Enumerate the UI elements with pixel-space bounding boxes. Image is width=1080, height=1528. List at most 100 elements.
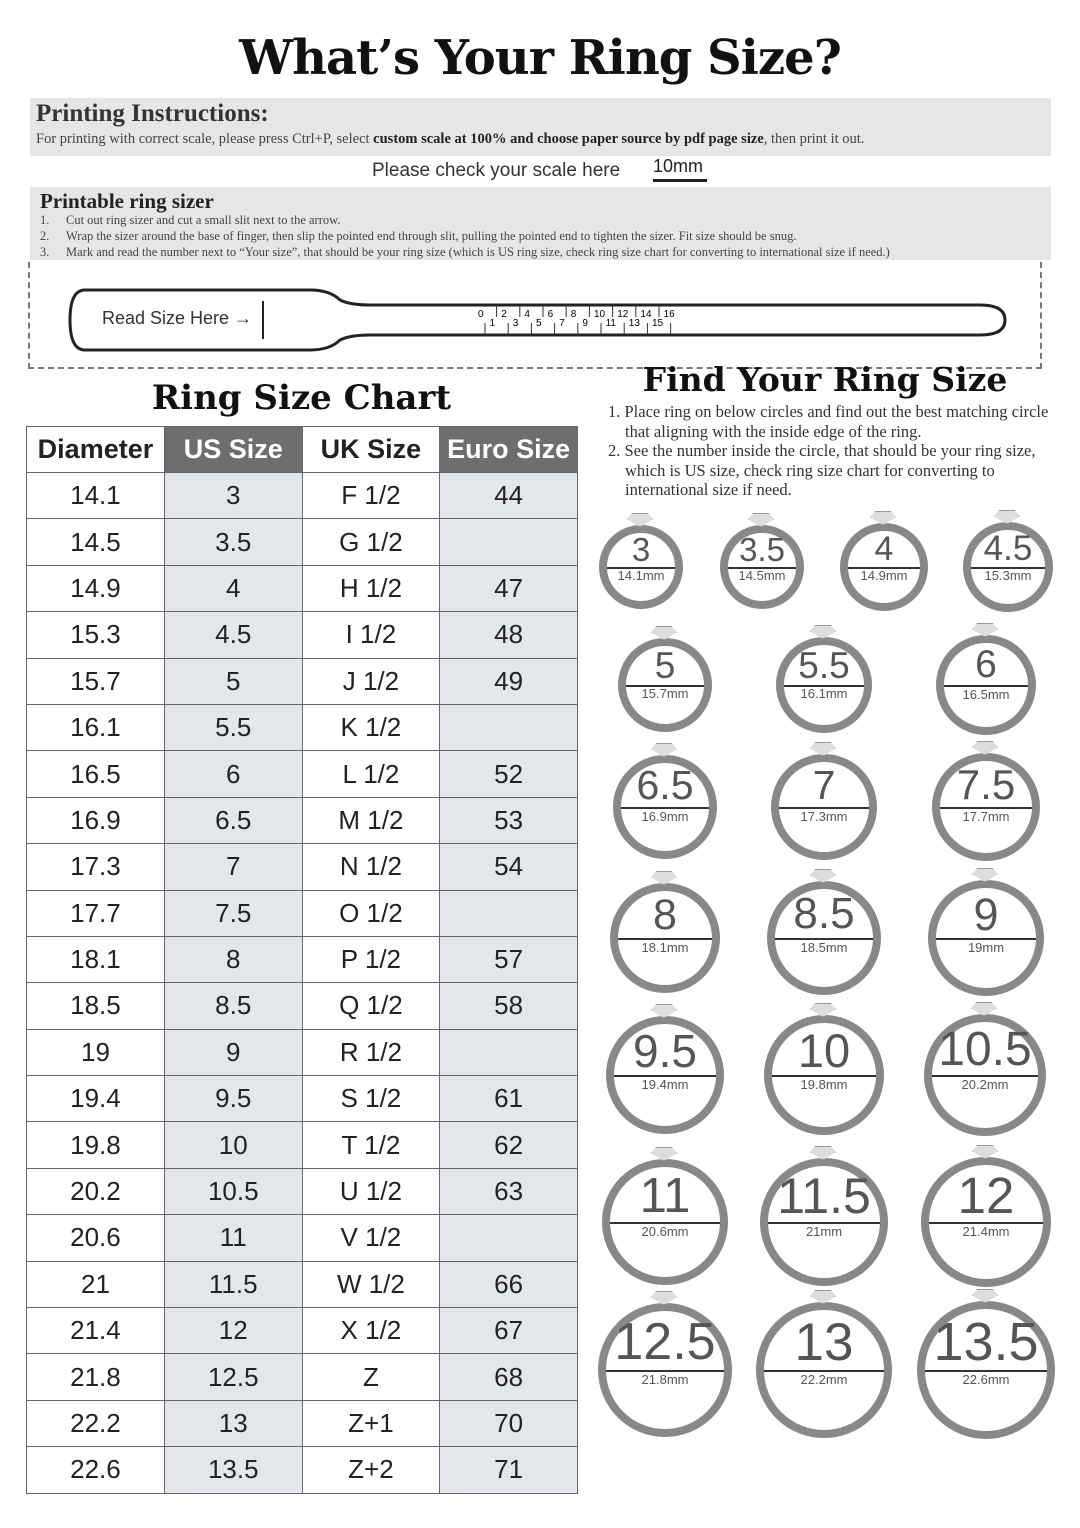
header-diameter: Diameter — [26, 426, 165, 473]
ring-size-number: 12 — [957, 1167, 1015, 1224]
ring-size-number: 13 — [794, 1312, 854, 1372]
ring-circle: 3 14.1mm — [599, 513, 683, 609]
us-size-cell: 3.5 — [163, 518, 303, 566]
header-uk-size: UK Size — [301, 426, 441, 473]
ring-circle: 6 16.5mm — [936, 623, 1036, 735]
uk-size-cell: J 1/2 — [301, 657, 441, 705]
diameter-cell: 17.3 — [26, 843, 165, 891]
ring-diameter-label: 15.7mm — [641, 686, 689, 702]
euro-size-cell — [439, 889, 578, 937]
euro-size-cell: 58 — [439, 982, 578, 1030]
page-title: What’s Your Ring Size? — [239, 30, 842, 86]
ring-circle: 10 19.8mm — [764, 1003, 884, 1135]
table-row: 17.3 7 N 1/2 54 — [26, 843, 578, 891]
us-size-cell: 6 — [163, 750, 303, 798]
ring-diameter-label: 14.5mm — [738, 568, 786, 584]
us-size-cell: 7 — [163, 843, 303, 891]
find-step: 2. See the number inside the circle, tha… — [608, 441, 1036, 499]
sizer-heading: Printable ring sizer — [40, 189, 214, 213]
ring-diameter-label: 22.2mm — [800, 1372, 848, 1388]
tick-label: 10 — [594, 309, 606, 320]
table-row: 21.4 12 X 1/2 67 — [26, 1307, 578, 1355]
cut-line — [28, 262, 1042, 369]
tick-label: 1 — [490, 318, 496, 329]
us-size-cell: 4.5 — [163, 611, 303, 659]
table-row: 18.1 8 P 1/2 57 — [26, 935, 578, 984]
us-size-cell: 10 — [163, 1121, 303, 1169]
uk-size-cell: G 1/2 — [301, 518, 441, 566]
diameter-cell: 15.7 — [26, 657, 165, 705]
header-euro-size: Euro Size — [439, 426, 578, 473]
diameter-cell: 16.1 — [26, 703, 165, 752]
diameter-cell: 14.9 — [26, 564, 165, 613]
diameter-cell: 18.5 — [26, 982, 165, 1030]
euro-size-cell: 53 — [439, 796, 578, 845]
ring-diameter-label: 18.5mm — [800, 939, 848, 955]
ring-diameter-label: 16.5mm — [962, 686, 1010, 702]
uk-size-cell: I 1/2 — [301, 611, 441, 659]
tick-label: 2 — [501, 309, 507, 320]
diameter-cell: 15.3 — [26, 611, 165, 659]
tick-label: 15 — [652, 318, 664, 329]
table-row: 14.9 4 H 1/2 47 — [26, 564, 578, 613]
diameter-cell: 14.1 — [26, 471, 165, 520]
printable-sizer-instructions: Printable ring sizer 1. Cut out ring size… — [30, 187, 1051, 260]
diameter-arrow — [936, 938, 1036, 940]
uk-size-cell: Z — [301, 1353, 441, 1401]
ring-size-number: 7.5 — [956, 760, 1016, 808]
ring-circle: 11.5 21mm — [760, 1146, 888, 1286]
printing-text-c: , then print it out. — [763, 131, 865, 147]
us-size-cell: 11 — [163, 1214, 303, 1262]
euro-size-cell — [439, 1214, 578, 1262]
us-size-cell: 12.5 — [163, 1353, 303, 1401]
us-size-cell: 12 — [163, 1307, 303, 1355]
ring-size-number: 10.5 — [938, 1023, 1032, 1077]
chart-title: Ring Size Chart — [151, 378, 452, 418]
ring-size-number: 11 — [639, 1168, 691, 1223]
diameter-arrow — [607, 567, 675, 569]
table-row: 15.7 5 J 1/2 49 — [26, 657, 578, 705]
ring-circle: 5.5 16.1mm — [776, 625, 872, 733]
ring-size-number: 8 — [653, 891, 677, 939]
diameter-arrow — [614, 1075, 716, 1077]
step-number: 1. — [40, 213, 50, 227]
diameter-arrow — [940, 807, 1032, 809]
ring-circle: 5 15.7mm — [618, 626, 712, 732]
euro-size-cell: 66 — [439, 1260, 578, 1309]
euro-size-cell — [439, 703, 578, 752]
euro-size-cell: 63 — [439, 1167, 578, 1216]
uk-size-cell: R 1/2 — [301, 1028, 441, 1077]
euro-size-cell: 57 — [439, 935, 578, 984]
ring-size-number: 3 — [631, 531, 651, 569]
ring-size-number: 7 — [812, 761, 836, 808]
ring-circle: 9 19mm — [928, 868, 1044, 996]
table-row: 20.2 10.5 U 1/2 63 — [26, 1167, 578, 1216]
tick-label: 8 — [571, 309, 577, 320]
ring-size-number: 4 — [874, 529, 894, 568]
euro-size-cell: 44 — [439, 471, 578, 520]
ring-diameter-label: 14.9mm — [860, 568, 908, 584]
printing-instructions: Printing Instructions: For printing with… — [30, 98, 1051, 156]
diameter-cell: 19.8 — [26, 1121, 165, 1169]
uk-size-cell: W 1/2 — [301, 1260, 441, 1309]
table-row: 16.9 6.5 M 1/2 53 — [26, 796, 578, 845]
diameter-cell: 22.2 — [26, 1399, 165, 1448]
us-size-cell: 4 — [163, 564, 303, 613]
diameter-arrow — [944, 685, 1028, 687]
diameter-cell: 19.4 — [26, 1075, 165, 1123]
tick-label: 16 — [664, 309, 676, 320]
diameter-cell: 14.5 — [26, 518, 165, 566]
us-size-cell: 6.5 — [163, 796, 303, 845]
diameter-arrow — [775, 938, 873, 940]
scale-label: Please check your scale here — [372, 160, 621, 181]
uk-size-cell: H 1/2 — [301, 564, 441, 613]
table-row: 20.6 11 V 1/2 — [26, 1214, 578, 1262]
tick-label: 4 — [524, 309, 530, 320]
sizer-step: 2. Wrap the sizer around the base of fing… — [40, 229, 796, 244]
ring-size-number: 12.5 — [614, 1313, 716, 1372]
uk-size-cell: N 1/2 — [301, 843, 441, 891]
euro-size-cell: 62 — [439, 1121, 578, 1169]
ring-circle: 4 14.9mm — [840, 511, 928, 611]
ring-diameter-label: 16.9mm — [641, 808, 689, 824]
table-row: 17.7 7.5 O 1/2 — [26, 889, 578, 937]
